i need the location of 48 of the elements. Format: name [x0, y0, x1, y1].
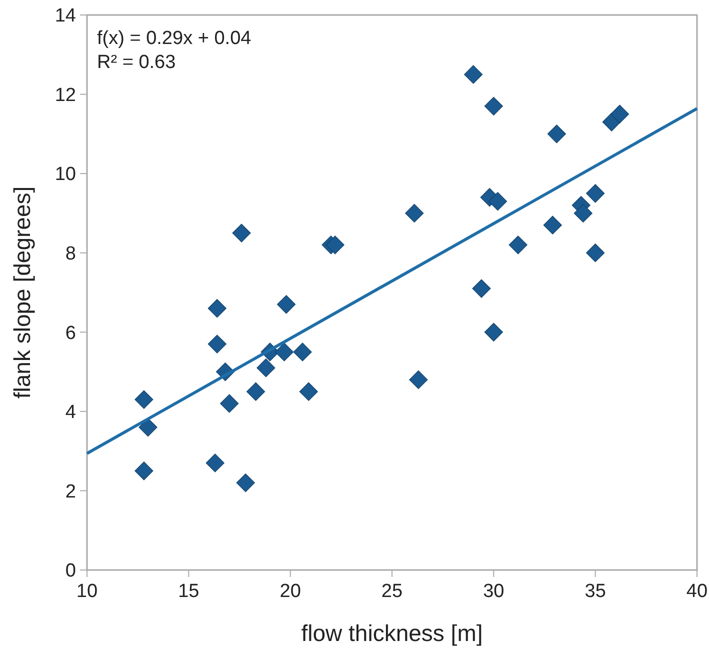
y-axis-title: flank slope [degrees]: [9, 186, 35, 399]
point: [326, 236, 344, 254]
point: [543, 216, 562, 234]
point: [484, 96, 503, 116]
point: [274, 342, 294, 362]
point: [208, 299, 226, 318]
point: [586, 244, 605, 262]
point: [464, 65, 483, 84]
point: [232, 224, 251, 242]
point: [276, 295, 296, 314]
x-tick-label: 35: [584, 581, 606, 602]
x-tick-label: 25: [381, 581, 403, 602]
x-tick-label: 30: [483, 581, 504, 602]
annotation: R² = 0.63: [97, 52, 176, 73]
y-tick-label: 6: [65, 322, 76, 344]
point: [610, 104, 630, 124]
point: [484, 322, 503, 342]
point: [138, 418, 158, 437]
point: [299, 382, 318, 401]
point: [220, 394, 239, 413]
x-tick-label: 20: [280, 581, 301, 602]
point: [293, 342, 312, 362]
y-tick-label: 2: [65, 481, 76, 502]
point: [208, 334, 226, 354]
point: [206, 454, 224, 472]
point: [508, 236, 528, 254]
point: [236, 473, 255, 492]
y-tick-label: 4: [65, 402, 76, 424]
point: [405, 204, 424, 223]
y-tick-label: 8: [65, 244, 76, 265]
point: [574, 204, 592, 223]
y-tick-label: 12: [54, 84, 76, 106]
x-tick-label: 40: [686, 581, 708, 602]
y-tick-label: 10: [54, 164, 76, 186]
point: [134, 462, 154, 480]
point: [246, 382, 266, 401]
point: [472, 279, 491, 298]
y-tick-label: 14: [54, 6, 76, 27]
point: [547, 124, 566, 144]
y-tick-label: 0: [65, 560, 76, 582]
x-tick-label: 15: [178, 581, 200, 602]
point: [586, 184, 605, 203]
point: [409, 370, 428, 390]
point: [134, 390, 154, 409]
annotation: f(x) = 0.29x + 0.04: [97, 28, 252, 49]
point: [488, 192, 508, 211]
point: [256, 358, 276, 378]
x-axis-title: flow thickness [m]: [301, 620, 483, 646]
